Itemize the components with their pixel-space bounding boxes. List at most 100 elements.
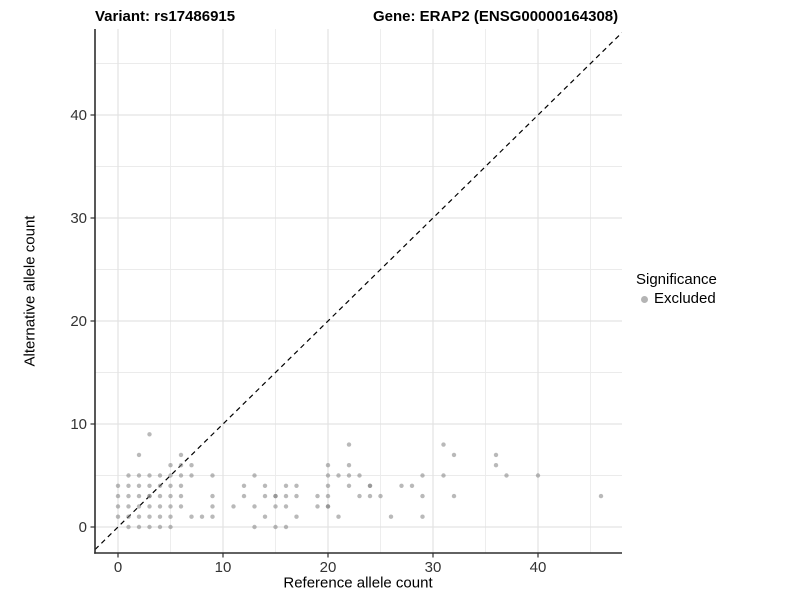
scatter-points [115,432,604,530]
data-point [168,463,173,468]
data-point [336,473,341,478]
data-point [210,514,215,519]
data-point [136,493,142,499]
data-point [357,493,362,499]
tick-labels: 0 10 20 30 40 0 10 20 30 40 [70,107,546,576]
data-point [336,514,341,519]
data-point [168,473,173,478]
data-point [115,493,121,499]
legend-point-icon [641,295,648,303]
data-point [136,483,142,488]
data-point [168,483,173,488]
data-point [252,473,257,478]
y-tick-label: 0 [79,519,87,536]
data-point [115,504,121,509]
legend-item-excluded: Excluded [636,291,717,307]
data-point [210,504,215,509]
panel-content [95,32,622,550]
data-point [126,504,131,509]
data-point [367,483,373,488]
data-point [262,493,268,499]
data-point [157,483,163,488]
data-point [210,473,215,478]
x-tick-label: 20 [320,559,337,576]
y-tick-label: 40 [70,107,87,124]
data-point [409,483,415,488]
data-point [325,493,331,499]
data-point [262,483,268,488]
data-point [262,514,268,519]
data-point [126,524,131,530]
data-point [493,452,499,458]
x-tick-label: 30 [425,559,442,576]
data-point [178,493,184,499]
data-point [115,514,121,519]
data-point [189,473,194,478]
data-point [367,493,373,499]
data-point [325,504,331,509]
y-tick-label: 10 [70,416,87,433]
data-point [294,483,299,488]
data-point [451,493,457,499]
legend: Significance Excluded [636,270,717,307]
data-point [136,452,142,458]
data-point [441,442,446,447]
data-point [241,483,247,488]
data-point [178,452,184,458]
data-point [147,514,152,519]
x-axis-title: Reference allele count [283,574,433,592]
data-point [147,493,152,499]
data-point [346,483,352,488]
data-point [378,493,383,499]
data-point [441,473,446,478]
data-point [294,514,299,519]
data-point [157,504,163,509]
data-point [420,514,425,519]
plot-title-gene: Gene: ERAP2 (ENSG00000164308) [373,8,619,25]
data-point [168,524,173,530]
legend-item-label: Excluded [654,290,716,307]
data-point [283,504,289,509]
data-point [136,524,142,530]
data-point [199,514,205,519]
data-point [252,504,257,509]
data-point [252,524,257,530]
data-point [147,483,152,488]
data-point [147,524,152,530]
data-point [136,473,142,478]
data-point [504,473,509,478]
data-point [325,463,331,468]
data-point [189,463,194,468]
data-point [126,493,131,499]
x-tick-label: 40 [530,559,547,576]
data-point [189,514,194,519]
identity-reference-line [95,32,622,550]
y-axis-title: Alternative allele count [21,215,39,367]
data-point [136,514,142,519]
data-point [178,463,184,468]
data-point [157,514,163,519]
data-point [168,514,173,519]
data-point [273,504,278,509]
data-point [168,504,173,509]
data-point [357,473,362,478]
data-point [346,463,352,468]
data-point [157,524,163,530]
data-point [157,493,163,499]
data-point [273,493,278,499]
data-point [346,442,352,447]
data-point [147,504,152,509]
plot-title-variant: Variant: rs17486915 [95,8,236,25]
data-point [283,493,289,499]
data-point [346,473,352,478]
data-point [325,473,331,478]
data-point [598,493,604,499]
x-tick-label: 0 [114,559,122,576]
data-point [451,452,457,458]
data-point [493,463,499,468]
data-point [241,493,247,499]
data-point [388,514,394,519]
data-point [178,473,184,478]
